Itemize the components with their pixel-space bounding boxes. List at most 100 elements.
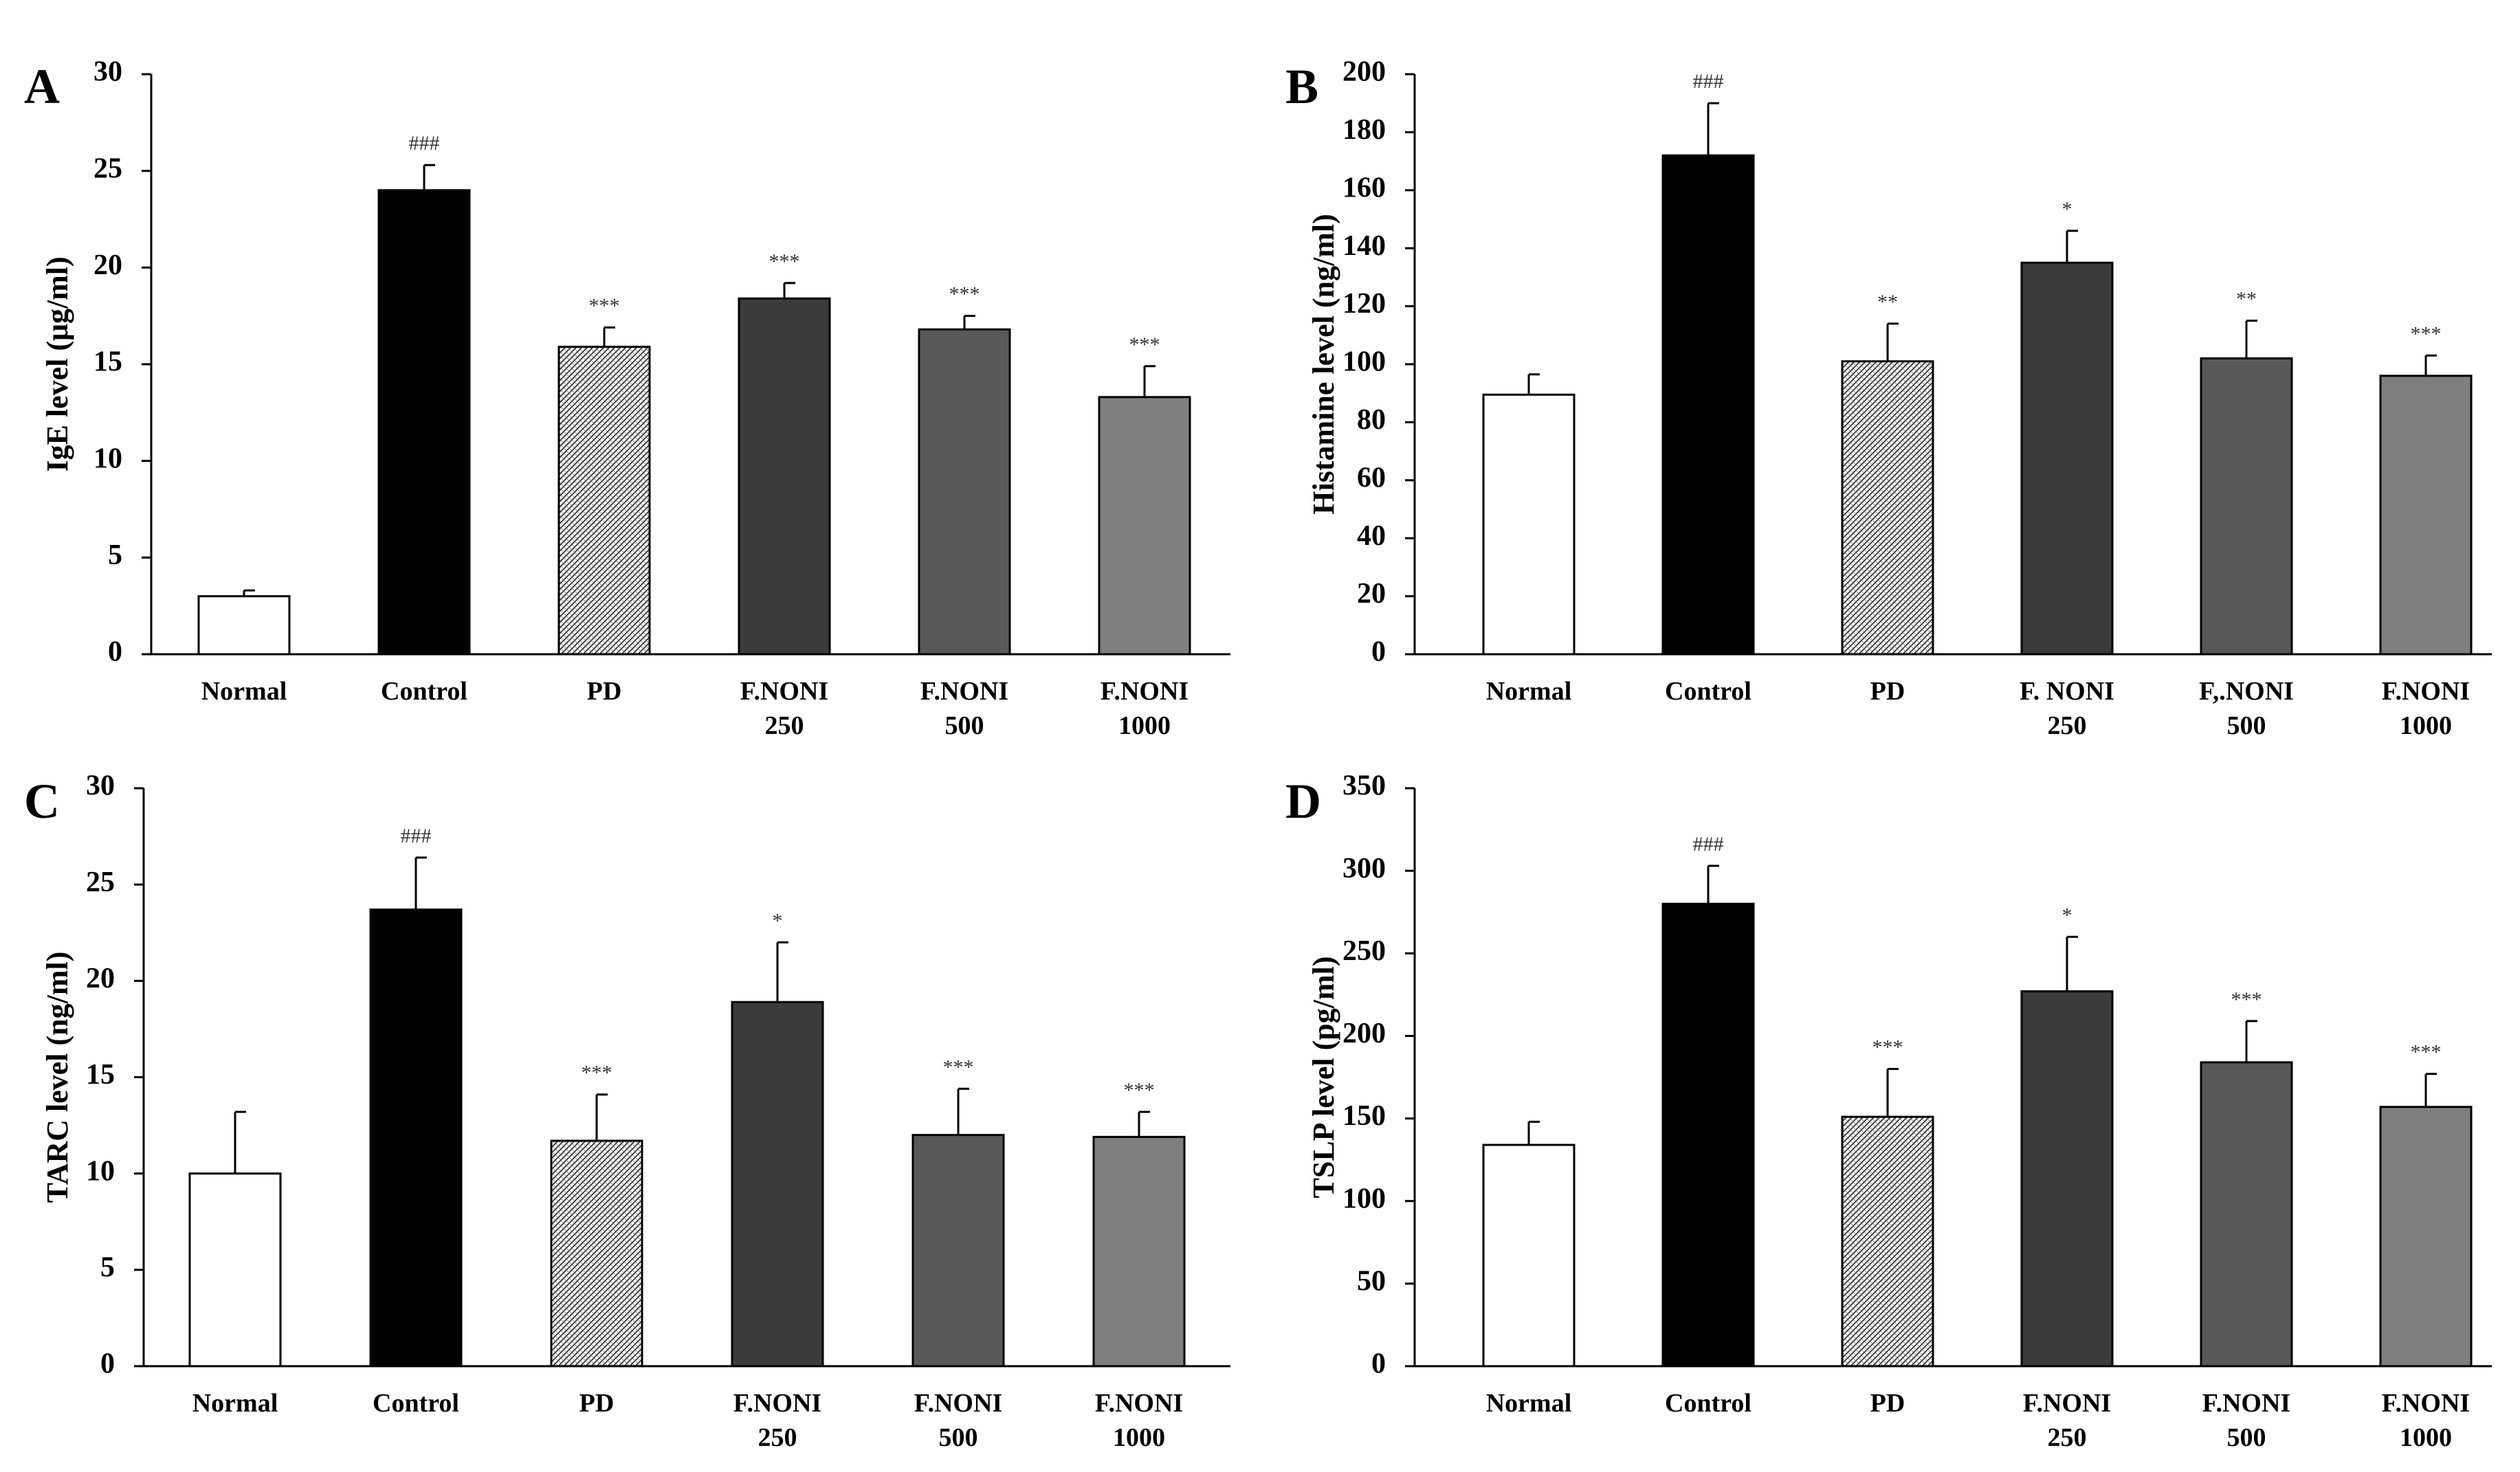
y-tick-label: 10 <box>93 443 122 474</box>
category-label: Normal <box>1486 677 1572 706</box>
category-label: F.NONI <box>914 1389 1002 1418</box>
y-tick-label: 200 <box>1342 1018 1386 1049</box>
bar <box>911 1134 1005 1368</box>
y-tick-label: 0 <box>1371 1348 1386 1380</box>
significance-label: *** <box>589 295 620 317</box>
y-tick-label: 20 <box>93 249 122 281</box>
category-label: 1000 <box>2400 1423 2452 1452</box>
bar <box>550 1139 643 1368</box>
category-label: 1000 <box>2400 711 2452 740</box>
bar <box>1661 154 1755 656</box>
bar <box>738 297 831 656</box>
category-label: PD <box>579 1389 615 1418</box>
panel-c: C TARC level (ng/ml) Normal ### Control *** PD… <box>24 770 1230 1452</box>
panel-a: A IgE level (μg/ml) Normal ### Control *** PD *… <box>24 56 1230 740</box>
significance-label: *** <box>2411 1041 2442 1064</box>
bar <box>369 908 463 1368</box>
y-tick-label: 15 <box>93 346 122 378</box>
y-tick-label: 40 <box>1357 520 1386 552</box>
y-tick-label: 5 <box>100 1251 115 1283</box>
y-tick-label: 80 <box>1357 404 1386 436</box>
category-label: PD <box>587 677 622 706</box>
significance-label: * <box>2062 198 2073 221</box>
category-label: 250 <box>758 1423 797 1452</box>
bar <box>377 189 471 656</box>
y-tick-label: 0 <box>100 1348 115 1380</box>
category-label: F.NONI <box>733 1389 821 1418</box>
category-label: Control <box>1665 677 1751 706</box>
category-label: 1000 <box>1118 711 1171 740</box>
y-tick-label: 50 <box>1357 1265 1386 1297</box>
bar <box>731 1001 824 1368</box>
category-label: 1000 <box>1113 1423 1165 1452</box>
category-label: 500 <box>2227 711 2266 740</box>
category-label: F,.NONI <box>2199 677 2294 706</box>
y-tick-label: 10 <box>86 1155 115 1187</box>
bar <box>1841 1115 1934 1368</box>
panel-letter: A <box>24 59 60 114</box>
y-tick-label: 160 <box>1342 172 1386 203</box>
category-label: F.NONI <box>740 677 828 706</box>
significance-label: *** <box>769 250 800 273</box>
y-tick-label: 20 <box>86 963 115 994</box>
category-label: Control <box>1665 1389 1751 1418</box>
category-label: F. NONI <box>2020 677 2114 706</box>
panel-b: B Histamine level (ng/ml) Normal ### Control… <box>1285 56 2492 740</box>
y-tick-label: 15 <box>86 1059 115 1091</box>
y-tick-label: 0 <box>108 636 122 668</box>
category-label: F.NONI <box>1095 1389 1183 1418</box>
category-label: F.NONI <box>920 677 1008 706</box>
category-label: F.NONI <box>2382 677 2470 706</box>
y-tick-label: 250 <box>1342 935 1386 967</box>
y-tick-label: 5 <box>108 539 122 571</box>
bar <box>2200 1061 2293 1368</box>
bar <box>1841 360 1934 656</box>
y-tick-label: 25 <box>86 867 115 898</box>
y-tick-label: 350 <box>1342 770 1386 802</box>
category-label: Normal <box>201 677 287 706</box>
y-axis-label: IgE level (μg/ml) <box>41 256 74 471</box>
y-tick-label: 0 <box>1371 636 1386 668</box>
bar <box>2379 375 2473 656</box>
bar <box>1661 902 1755 1368</box>
significance-label: *** <box>1872 1036 1903 1058</box>
y-tick-label: 120 <box>1342 288 1386 320</box>
significance-label: ** <box>1877 291 1898 313</box>
significance-label: *** <box>2231 988 2262 1011</box>
category-label: F.NONI <box>2202 1389 2290 1418</box>
category-label: 500 <box>945 711 984 740</box>
significance-label: *** <box>1124 1079 1155 1102</box>
significance-label: * <box>2062 904 2073 926</box>
significance-label: ** <box>2236 288 2257 311</box>
bar <box>2200 357 2293 656</box>
significance-label: *** <box>1129 333 1160 356</box>
category-label: 500 <box>2227 1423 2266 1452</box>
significance-label: *** <box>2411 322 2442 345</box>
bar <box>197 595 291 656</box>
y-tick-label: 60 <box>1357 462 1386 493</box>
y-axis-label: TSLP level (pg/ml) <box>1307 957 1340 1198</box>
category-label: 250 <box>2048 1423 2087 1452</box>
y-tick-label: 100 <box>1342 346 1386 378</box>
y-axis-label: TARC level (ng/ml) <box>41 952 74 1203</box>
significance-label: *** <box>943 1056 974 1078</box>
bar <box>2020 990 2114 1368</box>
bar <box>918 328 1011 656</box>
category-label: Control <box>373 1389 459 1418</box>
bar <box>188 1172 282 1368</box>
category-label: F.NONI <box>2382 1389 2470 1418</box>
significance-label: *** <box>582 1062 612 1084</box>
significance-label: ### <box>1693 70 1724 93</box>
significance-label: ### <box>409 132 440 155</box>
y-tick-label: 30 <box>86 770 115 802</box>
panel-letter: C <box>24 774 60 829</box>
y-tick-label: 300 <box>1342 853 1386 884</box>
significance-label: *** <box>949 283 980 306</box>
panel-letter: D <box>1285 774 1321 829</box>
category-label: 500 <box>939 1423 978 1452</box>
y-tick-label: 150 <box>1342 1100 1386 1132</box>
y-tick-label: 200 <box>1342 56 1386 88</box>
bar <box>1482 1144 1576 1368</box>
y-tick-label: 180 <box>1342 114 1386 146</box>
